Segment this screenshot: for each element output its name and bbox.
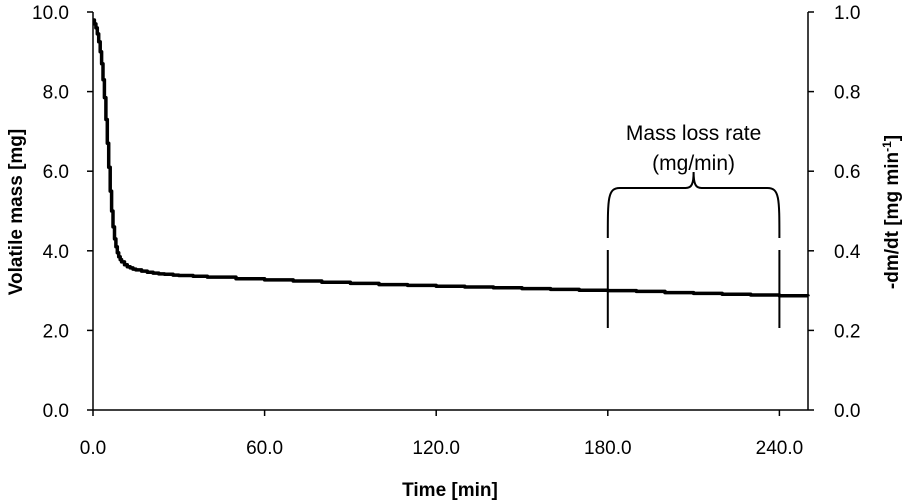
y-ticks-left: 0.0 2.0 4.0 6.0 8.0 10.0 [32,3,93,422]
y-tick-label: 0.0 [43,401,69,422]
y2-title-main: -dm/dt [mg min [882,152,903,289]
y2-tick-label: 0.6 [834,162,860,183]
y2-tick-label: 0.0 [834,401,860,422]
y-axis-left-title: Volatile mass [mg] [6,129,27,295]
y2-title-end: ] [882,135,903,141]
y-tick-label: 4.0 [43,242,69,263]
y2-title-superscript: -1 [880,141,894,152]
curly-brace [606,171,781,239]
volatile-mass-series-line [92,18,810,298]
y2-tick-label: 0.4 [834,242,861,263]
annotation-line-2: (mg/min) [652,152,735,175]
annotation-line-1: Mass loss rate [626,122,761,145]
y2-tick-label: 0.2 [834,321,860,342]
x-tick-label: 180.0 [584,438,632,459]
y-tick-label: 6.0 [43,162,69,183]
y2-tick-label: 1.0 [834,3,860,24]
y-tick-label: 8.0 [43,83,69,104]
y-ticks-right: 0.0 0.2 0.4 0.6 0.8 1.0 [808,3,861,422]
x-tick-label: 0.0 [80,438,106,459]
y-tick-label: 10.0 [32,3,69,24]
x-tick-label: 240.0 [756,438,804,459]
y-tick-label: 2.0 [43,321,69,342]
y2-tick-label: 0.8 [834,83,860,104]
x-tick-label: 60.0 [246,438,283,459]
x-tick-label: 120.0 [412,438,460,459]
x-axis-title: Time [min] [402,480,498,501]
x-ticks: 0.0 60.0 120.0 180.0 240.0 [80,410,803,459]
mass-loss-rate-annotation: Mass loss rate (mg/min) [606,122,781,328]
y-axis-right-title: -dm/dt [mg min-1] [880,135,903,289]
